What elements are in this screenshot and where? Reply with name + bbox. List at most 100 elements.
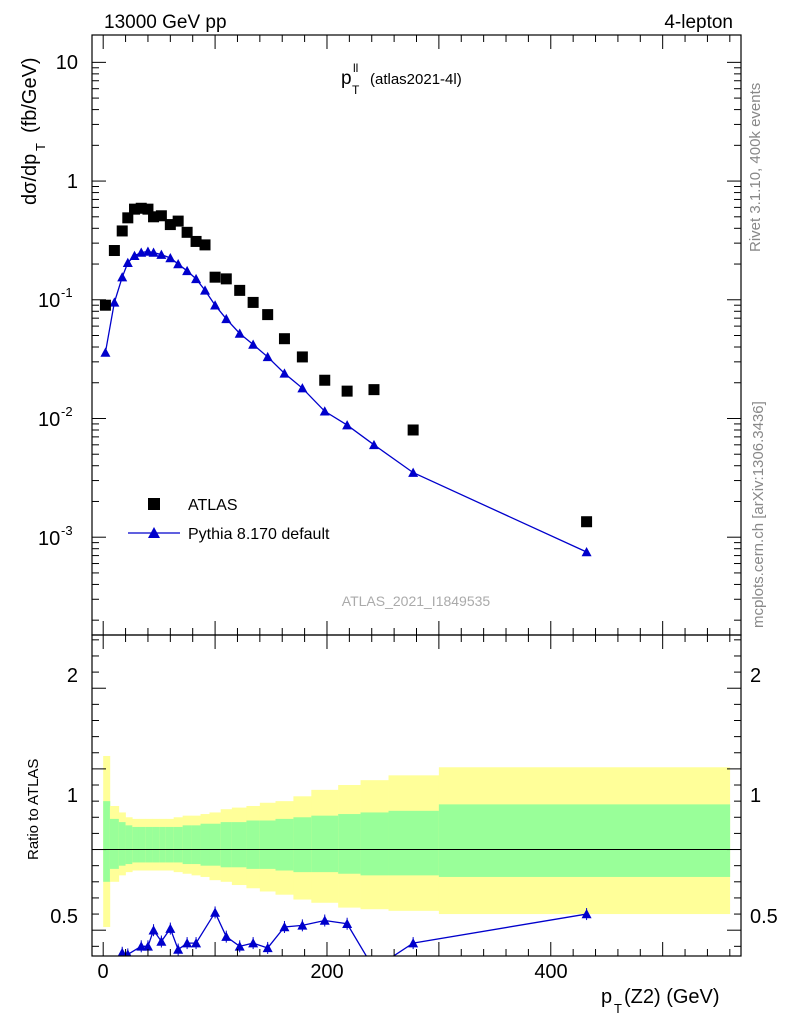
atlas-point — [122, 212, 134, 224]
y-ticks-main: 10 -3 10 -2 10 -1 1 10 — [38, 52, 78, 550]
y-label-main-unit: (fb/GeV) — [19, 57, 41, 133]
y-tick-base: 10 — [38, 290, 60, 312]
pythia-point — [319, 406, 330, 416]
inner-band-bin — [438, 804, 731, 877]
ratio-point — [148, 925, 159, 935]
plot-title: p ll T (atlas2021-4l) — [341, 61, 462, 97]
inner-band-bin — [138, 826, 147, 863]
y-tick-ratio-1: 1 — [67, 785, 78, 807]
plot-title-sup: ll — [353, 61, 358, 75]
pythia-point — [109, 297, 120, 307]
main-plot-marks — [99, 202, 593, 557]
y-tick-exp: -3 — [61, 523, 73, 538]
ratio-point — [234, 941, 245, 951]
y-tick-exp: -2 — [61, 404, 73, 419]
ratio-point — [142, 941, 153, 951]
pythia-point — [122, 257, 133, 268]
atlas-point — [341, 385, 353, 397]
ratio-point — [279, 921, 290, 932]
legend-pythia-label: Pythia 8.170 default — [188, 526, 330, 543]
pythia-point — [117, 272, 128, 282]
inner-band-bin — [338, 814, 361, 874]
inner-band-bin — [209, 823, 221, 866]
inner-band-bin — [191, 825, 201, 865]
mcplots-label: mcplots.cern.ch [arXiv:1306.3436] — [750, 401, 767, 628]
atlas-point — [278, 333, 290, 345]
atlas-point — [142, 203, 154, 215]
y-axis-label-ratio: Ratio to ATLAS — [25, 759, 42, 860]
inner-band-bin — [182, 825, 192, 865]
ratio-point — [581, 909, 592, 919]
inner-band-bin — [159, 826, 167, 863]
atlas-point — [234, 284, 246, 296]
inner-band-bin — [231, 822, 247, 868]
inner-band-bin — [173, 826, 183, 863]
ratio-point — [319, 915, 330, 925]
inner-band-bin — [145, 826, 153, 863]
y-tick-base: 10 — [38, 528, 60, 550]
ratio-point — [369, 964, 379, 973]
atlas-point — [172, 215, 184, 227]
pythia-point — [165, 252, 176, 263]
atlas-point — [99, 299, 111, 311]
inner-band-bin — [220, 822, 233, 868]
x-label-p: p — [601, 986, 612, 1008]
y-axis-label-main: dσ/dp T (fb/GeV) — [19, 57, 48, 205]
inner-band-bin — [103, 801, 111, 882]
y-tick-ratio-2: 2 — [67, 665, 78, 687]
x-tick-200: 200 — [310, 961, 343, 983]
atlas-point — [220, 273, 232, 285]
inner-band-bin — [200, 823, 210, 866]
plot-title-extra: (atlas2021-4l) — [370, 71, 462, 88]
inner-band-bin — [109, 818, 120, 869]
atlas-point — [407, 424, 419, 436]
legend-atlas-label: ATLAS — [188, 497, 238, 514]
inner-band-bin — [118, 822, 126, 866]
y-tick-main-1e-2: 10 -2 — [38, 404, 73, 431]
pythia-point — [262, 351, 273, 362]
ratio-point — [117, 947, 127, 956]
y-tick-main-1e-1: 10 -1 — [38, 285, 73, 312]
inner-band-bin — [246, 820, 261, 869]
pythia-point — [129, 250, 140, 260]
pythia-point — [279, 368, 290, 378]
pythia-point — [342, 420, 353, 430]
pythia-point — [191, 273, 202, 284]
ratio-plot-marks — [117, 906, 592, 973]
y-tick-base: 10 — [38, 409, 60, 431]
atlas-point — [262, 309, 274, 321]
ratio-point — [210, 907, 221, 917]
y-tick-main-1e-3: 10 -3 — [38, 523, 73, 550]
atlas-point — [247, 296, 259, 308]
pythia-point — [148, 247, 159, 257]
inner-band-bin — [388, 810, 440, 876]
inner-band-bin — [311, 815, 339, 873]
inner-band-bin — [293, 817, 312, 873]
axis-ticks — [92, 35, 741, 956]
y-label-main-sub: T — [33, 143, 48, 151]
analysis-watermark: ATLAS_2021_I1849535 — [342, 593, 491, 609]
y-tick-ratio-right-1: 1 — [750, 785, 761, 807]
ratio-point — [182, 938, 193, 948]
y-tick-ratio-right-2: 2 — [750, 665, 761, 687]
pythia-point — [210, 300, 221, 310]
pythia-point — [234, 328, 245, 338]
pythia-point — [581, 547, 592, 557]
y-tick-main-10: 10 — [56, 52, 78, 74]
pythia-point — [297, 383, 308, 393]
pythia-point — [221, 313, 232, 324]
atlas-point — [129, 203, 141, 215]
pythia-point — [200, 285, 211, 295]
ratio-point — [408, 938, 419, 948]
atlas-point — [581, 516, 593, 528]
y-ticks-ratio: 0.5 1 2 0.5 1 2 — [50, 665, 778, 928]
y-label-main-text: dσ/dp — [19, 154, 41, 205]
inner-band-bin — [132, 826, 140, 863]
inner-band-bin — [165, 826, 174, 863]
x-label-rest: (Z2) (GeV) — [624, 986, 720, 1008]
ratio-point — [165, 923, 176, 933]
ratio-point — [342, 918, 353, 928]
atlas-point — [181, 226, 193, 238]
main-plot-frame — [91, 34, 742, 636]
atlas-point — [164, 219, 176, 231]
